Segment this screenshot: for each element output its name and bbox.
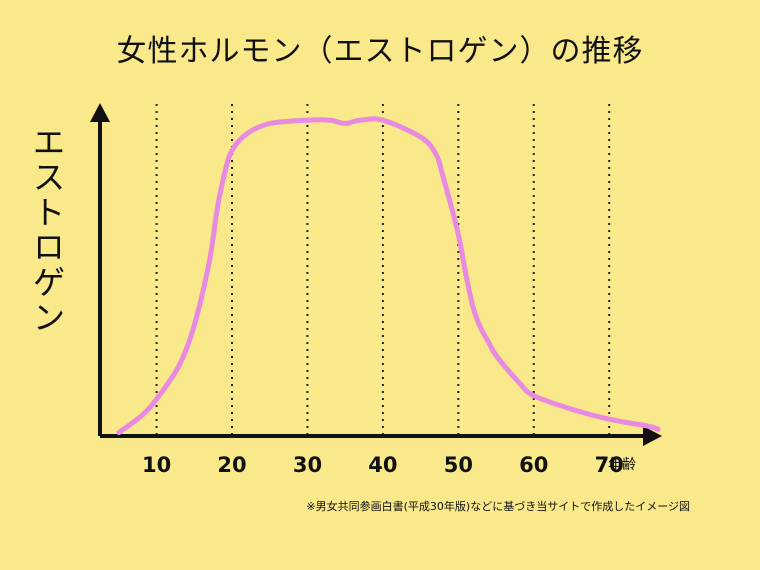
grid-lines xyxy=(155,104,611,434)
x-axis-unit-label: 年齢 xyxy=(608,457,636,473)
x-tick-label-20: 20 xyxy=(217,453,246,477)
x-tick-labels: 10 20 30 40 50 60 70 xyxy=(142,453,624,477)
x-tick-label-30: 30 xyxy=(293,453,322,477)
estrogen-curve xyxy=(116,116,661,436)
x-tick-label-40: 40 xyxy=(368,453,397,477)
axes xyxy=(90,103,662,446)
chart-title: 女性ホルモン（エストロゲン）の推移 xyxy=(116,34,644,69)
source-note: ※男女共同参画白書(平成30年版)などに基づき当サイトで作成したイメージ図 xyxy=(306,500,690,513)
x-axis-arrowhead xyxy=(643,426,662,446)
x-tick-label-70: 70 xyxy=(595,453,624,477)
series xyxy=(116,116,661,436)
x-tick-label-10: 10 xyxy=(142,453,171,477)
x-tick-label-60: 60 xyxy=(519,453,548,477)
x-tick-label-50: 50 xyxy=(444,453,473,477)
y-axis-arrowhead xyxy=(90,103,110,122)
y-axis-label: エストロゲン xyxy=(27,125,66,335)
